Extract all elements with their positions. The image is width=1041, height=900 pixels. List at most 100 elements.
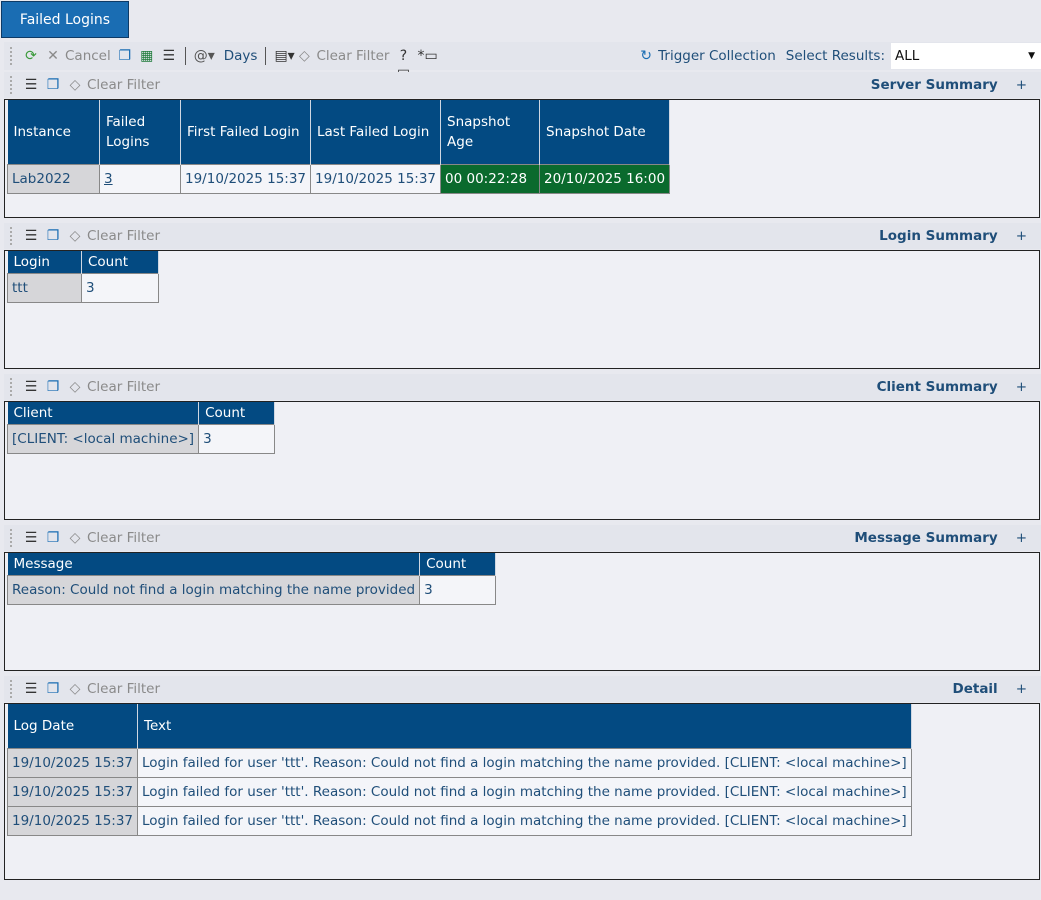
table-cell[interactable]: Login failed for user 'ttt'. Reason: Cou… <box>137 747 912 778</box>
section-title: Login Summary <box>879 228 998 244</box>
header-row: Message Count <box>7 553 497 575</box>
table-row[interactable]: 19/10/2025 15:37 Login failed for user 't… <box>6 776 912 807</box>
eraser-icon: ◇ <box>299 48 310 64</box>
expand-button[interactable]: + <box>1015 530 1027 546</box>
data-grid: Client Count [CLIENT: <local machine>] 3 <box>6 402 276 454</box>
section-title: Server Summary <box>870 77 998 93</box>
header-row: Client Count <box>7 402 276 424</box>
clear-filter-button[interactable]: ◇ Clear Filter <box>67 681 160 697</box>
copy-icon[interactable]: ❐ <box>46 228 60 244</box>
email-dropdown-icon[interactable]: @▾ <box>193 48 215 64</box>
columns-icon[interactable]: ☰ <box>24 681 38 697</box>
table-cell[interactable]: 19/10/2025 15:37 <box>6 776 139 807</box>
table-cell[interactable]: 3 <box>99 163 181 194</box>
help-window-icon[interactable]: ?▭ <box>397 48 410 80</box>
section-panel: Instance Failed Logins First Failed Login L… <box>4 99 1040 218</box>
table-cell[interactable]: 19/10/2025 15:37 <box>6 805 139 836</box>
column-header[interactable]: Log Date <box>7 704 139 748</box>
columns-icon[interactable]: ☰ <box>24 530 38 546</box>
table-cell[interactable]: 19/10/2025 15:37 <box>179 163 312 194</box>
eraser-icon: ◇ <box>69 681 81 697</box>
select-results-dropdown[interactable]: ALL ▼ <box>891 43 1041 69</box>
columns-icon[interactable]: ☰ <box>162 48 176 64</box>
expand-button[interactable]: + <box>1015 379 1027 395</box>
copy-icon[interactable]: ❐ <box>118 48 132 64</box>
section-toolbar: ☰ ❐ ◇ Clear Filter Login Summary + <box>4 223 1041 249</box>
data-grid: Instance Failed Logins First Failed Login L… <box>7 100 671 194</box>
tab-failed-logins[interactable]: Failed Logins <box>1 1 129 38</box>
column-header[interactable]: Failed Logins <box>99 100 181 164</box>
section-toolbar: ☰ ❐ ◇ Clear Filter Detail + <box>4 676 1041 702</box>
clear-filter-button[interactable]: ◇ Clear Filter <box>67 530 160 546</box>
columns-icon[interactable]: ☰ <box>24 77 38 93</box>
table-cell[interactable]: ttt <box>7 272 82 303</box>
failed-logins-link[interactable]: 3 <box>104 170 113 187</box>
expand-button[interactable]: + <box>1015 77 1027 93</box>
table-row[interactable]: Reason: Could not find a login matching … <box>6 574 497 605</box>
clear-filter-button[interactable]: ◇ Clear Filter <box>67 379 160 395</box>
clear-filter-button[interactable]: ◇ Clear Filter <box>67 77 160 93</box>
column-header[interactable]: Snapshot Date <box>539 100 671 164</box>
columns-icon[interactable]: ☰ <box>24 228 38 244</box>
columns-icon[interactable]: ☰ <box>24 379 38 395</box>
column-header[interactable]: Instance <box>7 100 100 164</box>
expand-button[interactable]: + <box>1015 228 1027 244</box>
divider <box>184 47 186 65</box>
table-row[interactable]: 19/10/2025 15:37 Login failed for user 't… <box>6 805 912 836</box>
column-header[interactable]: Count <box>198 402 276 424</box>
column-header[interactable]: First Failed Login <box>180 100 312 164</box>
column-header[interactable]: Login <box>7 251 82 273</box>
excel-icon[interactable]: ▦ <box>140 48 154 64</box>
copy-icon[interactable]: ❐ <box>46 379 60 395</box>
table-cell[interactable]: 00 00:22:28 <box>440 163 541 194</box>
table-cell[interactable]: Login failed for user 'ttt'. Reason: Cou… <box>137 805 912 836</box>
table-row[interactable]: ttt 3 <box>7 272 159 303</box>
column-header[interactable]: Message <box>7 553 421 575</box>
table-cell[interactable]: 3 <box>198 423 276 454</box>
column-header[interactable]: Client <box>7 402 200 424</box>
close-icon: ✕ <box>47 48 59 64</box>
clear-filter-button[interactable]: ◇ Clear Filter <box>296 48 389 64</box>
column-header[interactable]: Count <box>419 553 497 575</box>
table-cell[interactable]: [CLIENT: <local machine>] <box>6 423 200 454</box>
table-cell[interactable]: 19/10/2025 15:37 <box>6 747 139 778</box>
copy-icon[interactable]: ❐ <box>46 77 60 93</box>
table-row[interactable]: Lab2022 3 19/10/2025 15:37 19/10/2025 15:37… <box>7 163 671 194</box>
layout-dropdown-icon[interactable]: ▤▾ <box>274 48 295 64</box>
days-button[interactable]: Days <box>223 48 258 64</box>
refresh-icon[interactable]: ⟳ <box>25 48 37 64</box>
copy-icon[interactable]: ❐ <box>46 530 60 546</box>
toolbar-grip[interactable] <box>10 680 13 698</box>
table-row[interactable]: [CLIENT: <local machine>] 3 <box>6 423 276 454</box>
clear-filter-button[interactable]: ◇ Clear Filter <box>67 228 160 244</box>
copy-icon[interactable]: ❐ <box>46 681 60 697</box>
column-header[interactable]: Count <box>81 251 159 273</box>
toolbar-grip[interactable] <box>10 529 13 547</box>
toolbar-grip[interactable] <box>10 227 13 245</box>
section-title: Message Summary <box>854 530 998 546</box>
cancel-button[interactable]: ✕ Cancel <box>45 48 111 64</box>
expand-button[interactable]: + <box>1015 681 1027 697</box>
table-cell[interactable]: Reason: Could not find a login matching … <box>6 574 421 605</box>
column-header[interactable]: Text <box>137 704 912 748</box>
section-panel: Message Count Reason: Could not find a log… <box>4 552 1040 671</box>
toolbar-grip[interactable] <box>10 76 13 94</box>
section-panel: Login Count ttt 3 <box>4 250 1040 369</box>
column-header[interactable]: Snapshot Age <box>440 100 541 164</box>
toolbar-grip[interactable] <box>10 47 13 65</box>
table-cell[interactable]: 3 <box>419 574 497 605</box>
table-cell[interactable]: 20/10/2025 16:00 <box>539 163 671 194</box>
section-toolbar: ☰ ❐ ◇ Clear Filter Message Summary + <box>4 525 1041 551</box>
table-cell[interactable]: Login failed for user 'ttt'. Reason: Cou… <box>137 776 912 807</box>
header-row: Log Date Text <box>7 704 912 748</box>
table-cell[interactable]: 3 <box>81 272 159 303</box>
section-title: Client Summary <box>876 379 998 395</box>
divider <box>265 47 267 65</box>
column-header[interactable]: Last Failed Login <box>310 100 442 164</box>
trigger-collection-button[interactable]: ↻ Trigger Collection <box>638 48 776 64</box>
table-row[interactable]: 19/10/2025 15:37 Login failed for user 't… <box>6 747 912 778</box>
toolbar-grip[interactable] <box>10 378 13 396</box>
table-cell[interactable]: 19/10/2025 15:37 <box>310 163 442 194</box>
new-window-icon[interactable]: *▭ <box>417 48 438 64</box>
table-cell[interactable]: Lab2022 <box>7 163 100 194</box>
